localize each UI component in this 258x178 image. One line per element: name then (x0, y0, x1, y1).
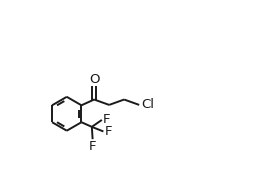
Text: F: F (103, 113, 110, 126)
Text: F: F (89, 140, 96, 153)
Text: Cl: Cl (141, 98, 154, 111)
Text: F: F (104, 125, 112, 138)
Text: O: O (89, 73, 99, 86)
